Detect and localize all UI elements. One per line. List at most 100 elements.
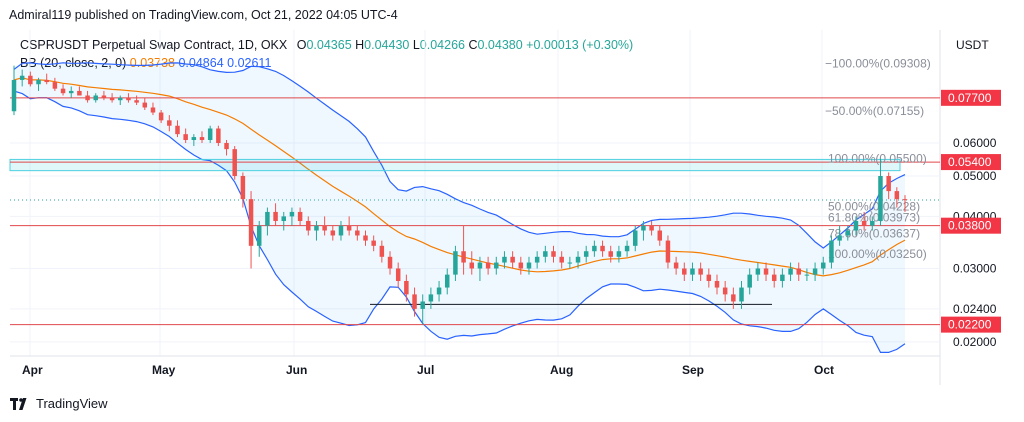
candle-body — [821, 262, 826, 269]
candle-body — [861, 220, 867, 226]
candle-body — [673, 262, 679, 269]
candle-body — [387, 256, 393, 269]
bb-basis-value: 0.03738 — [129, 56, 175, 70]
level-tag-label: 0.05400 — [948, 155, 992, 169]
high-label: H — [355, 38, 365, 52]
candle-body — [706, 274, 712, 281]
candle-body — [755, 268, 761, 275]
candle-body — [109, 97, 115, 101]
tradingview-logo-icon — [10, 397, 27, 410]
candle-body — [583, 251, 589, 257]
candle-body — [477, 262, 483, 269]
candle-body — [150, 107, 156, 113]
candle-body — [428, 294, 434, 302]
level-tag — [941, 154, 1001, 171]
candle-body — [616, 251, 622, 257]
candle-body — [698, 268, 703, 275]
x-tick-label: Oct — [814, 363, 834, 377]
candle-body — [68, 90, 74, 94]
candle-body — [256, 225, 262, 246]
candle-body — [60, 88, 66, 94]
candle-body — [175, 125, 180, 135]
candle-body — [592, 245, 597, 252]
candle-body — [28, 75, 33, 85]
x-tick-label: Apr — [22, 363, 43, 377]
candle-body — [273, 211, 278, 221]
level-tag-label: 0.03800 — [948, 219, 992, 233]
candle-body — [722, 287, 728, 295]
candle-body — [534, 256, 540, 263]
level-tag-label: 0.07700 — [948, 91, 992, 105]
candle-body — [101, 95, 107, 98]
level-tag — [941, 316, 1001, 333]
candle-body — [240, 176, 246, 200]
candle-body — [379, 245, 385, 257]
x-tick-label: Sep — [682, 363, 704, 377]
bb-lower-line — [13, 90, 906, 353]
candle-body — [469, 262, 475, 269]
candle-body — [289, 211, 295, 217]
fib-level-label: 61.80%(0.03973) — [828, 211, 920, 225]
x-tick-label: May — [152, 363, 176, 377]
candle-body — [281, 216, 287, 221]
candle-body — [510, 256, 515, 263]
candle-body — [265, 211, 270, 226]
candle-body — [870, 220, 875, 226]
y-tick-label: 0.06000 — [953, 136, 997, 150]
candle-body — [608, 251, 613, 257]
candle-body — [739, 287, 744, 302]
change-value: +0.00013 (+0.30%) — [526, 38, 634, 52]
fib-level-label: −100.00%(0.09308) — [825, 56, 931, 70]
bb-basis-line — [13, 77, 906, 277]
candle-body — [306, 220, 311, 231]
candle-body — [207, 128, 213, 141]
candle-body — [395, 268, 401, 281]
candle-body — [444, 274, 450, 288]
bb-upper-value: 0.04864 — [178, 56, 224, 70]
high-value: 0.04430 — [364, 38, 410, 52]
candle-body — [371, 240, 376, 246]
symbol-name[interactable]: CSPRUSDT Perpetual Swap Contract, 1D, OK… — [20, 38, 288, 52]
low-value: 0.04266 — [419, 38, 465, 52]
candle-body — [404, 280, 409, 295]
candle-body — [199, 137, 205, 141]
candle-body — [853, 220, 859, 231]
candle-body — [731, 294, 736, 302]
candle-body — [902, 199, 908, 201]
candle-body — [330, 230, 336, 236]
candle-body — [886, 176, 891, 192]
candle-body — [559, 256, 564, 263]
candle-body — [52, 82, 58, 89]
footer: TradingView — [10, 396, 108, 411]
candle-body — [224, 142, 229, 150]
candle-body — [453, 251, 458, 275]
candle-body — [747, 274, 752, 288]
level-tag — [941, 89, 1001, 106]
candle-body — [44, 79, 49, 83]
candle-body — [657, 230, 663, 241]
candle-body — [183, 134, 188, 141]
fib-level-label: 78.60%(0.03637) — [828, 227, 920, 241]
bb-upper-line — [13, 62, 906, 249]
y-tick-label: 0.05000 — [953, 169, 997, 183]
candle-body — [567, 262, 573, 264]
published-header: Admiral119 published on TradingView.com,… — [9, 8, 398, 22]
candle-body — [575, 256, 581, 263]
candle-body — [682, 268, 687, 275]
candle-body — [894, 191, 900, 200]
candle-body — [314, 225, 319, 231]
candle-body — [763, 268, 769, 275]
candle-body — [248, 199, 254, 246]
footer-brand: TradingView — [36, 396, 108, 411]
candle-body — [297, 211, 303, 221]
candle-body — [771, 274, 777, 281]
candle-body — [126, 97, 131, 101]
candle-body — [412, 294, 417, 309]
symbol-legend: CSPRUSDT Perpetual Swap Contract, 1D, OK… — [20, 38, 633, 52]
x-tick-label: Jun — [286, 363, 307, 377]
candle-body — [232, 149, 237, 177]
candle-body — [19, 75, 25, 80]
fib-level-label: −50.00%(0.07155) — [825, 104, 924, 118]
bb-band-fill — [14, 62, 905, 353]
